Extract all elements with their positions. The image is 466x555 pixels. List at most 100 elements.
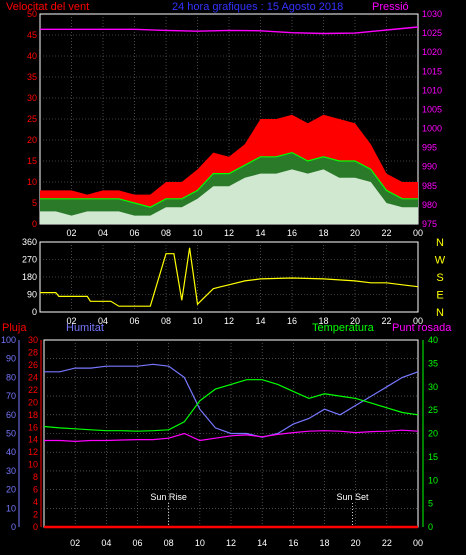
x-tick-label: 12 <box>224 228 234 238</box>
humidity-y-tick: 100 <box>1 335 16 345</box>
x-tick-label: 08 <box>161 228 171 238</box>
wind-y-tick: 10 <box>27 177 37 187</box>
rain-y-tick: 24 <box>28 372 38 382</box>
wind-y-tick: 40 <box>27 51 37 61</box>
wind-y-tick: 0 <box>32 219 37 229</box>
sun-event-label: Sun Set <box>337 492 370 502</box>
pressure-y-tick: 995 <box>422 143 437 153</box>
wind-y-tick: 25 <box>27 114 37 124</box>
x-tick-label: 08 <box>164 538 174 548</box>
temperature-line <box>43 379 419 432</box>
x-tick-label: 08 <box>161 316 171 326</box>
x-tick-label: 16 <box>288 538 298 548</box>
rain-y-tick: 30 <box>28 335 38 345</box>
humidity-y-tick: 0 <box>11 522 16 532</box>
x-tick-label: 10 <box>192 316 202 326</box>
x-tick-label: 18 <box>318 316 328 326</box>
humidity-label: Humitat <box>66 322 104 334</box>
humidity-y-tick: 60 <box>6 410 16 420</box>
pressure-y-tick: 985 <box>422 181 437 191</box>
humidity-y-tick: 70 <box>6 391 16 401</box>
wind-y-tick: 35 <box>27 72 37 82</box>
x-tick-label: 22 <box>382 538 392 548</box>
pressure-y-tick: 1020 <box>422 47 442 57</box>
compass-label: W <box>435 255 446 267</box>
compass-label: N <box>436 237 444 249</box>
dewpoint-line <box>44 429 419 443</box>
rain-y-tick: 6 <box>33 485 38 495</box>
pressure-y-tick: 1000 <box>422 124 442 134</box>
x-tick-label: 16 <box>287 316 297 326</box>
rain-y-tick: 2 <box>33 510 38 520</box>
compass-label: E <box>436 290 443 302</box>
temperature-y-tick: 20 <box>428 429 438 439</box>
humidity-y-tick: 10 <box>6 503 16 513</box>
x-tick-label: 18 <box>319 538 329 548</box>
x-tick-label: 06 <box>129 316 139 326</box>
x-tick-label: 04 <box>101 538 111 548</box>
wind-average-line <box>40 151 418 208</box>
rain-y-tick: 20 <box>28 397 38 407</box>
x-tick-label: 10 <box>192 228 202 238</box>
temperature-y-tick: 30 <box>428 382 438 392</box>
chart-title: 24 hora grafiques : 15 Agosto 2018 <box>172 1 343 13</box>
temperature-label: Temperatura <box>312 322 375 334</box>
wind-y-tick: 15 <box>27 156 37 166</box>
x-tick-label: 20 <box>350 228 360 238</box>
pressure-y-tick: 1030 <box>422 9 442 19</box>
x-tick-label: 22 <box>381 316 391 326</box>
x-tick-label: 20 <box>351 538 361 548</box>
wind-y-tick: 5 <box>32 198 37 208</box>
sun-event-label: Sun Rise <box>150 492 187 502</box>
wind-speed-area <box>40 169 418 224</box>
humidity-y-tick: 80 <box>6 372 16 382</box>
x-tick-label: 14 <box>255 316 265 326</box>
pressure-y-tick: 990 <box>422 162 437 172</box>
x-tick-label: 12 <box>224 316 234 326</box>
x-tick-label: 10 <box>195 538 205 548</box>
x-tick-label: 00 <box>413 228 423 238</box>
compass-label: N <box>436 307 444 319</box>
wind-y-tick: 45 <box>27 30 37 40</box>
x-tick-label: 04 <box>98 228 108 238</box>
pressure-y-tick: 1005 <box>422 104 442 114</box>
temperature-y-tick: 10 <box>428 475 438 485</box>
rain-y-tick: 10 <box>28 460 38 470</box>
pressure-y-tick: 1010 <box>422 85 442 95</box>
x-tick-label: 02 <box>66 316 76 326</box>
rain-y-tick: 12 <box>28 447 38 457</box>
wind-speed-label: Velocitat del vent <box>6 1 89 13</box>
direction-y-tick: 270 <box>22 255 37 265</box>
humidity-y-tick: 50 <box>6 429 16 439</box>
pressure-y-tick: 975 <box>422 219 437 229</box>
x-tick-label: 14 <box>255 228 265 238</box>
rain-y-tick: 0 <box>33 522 38 532</box>
x-tick-label: 00 <box>413 316 423 326</box>
direction-y-tick: 0 <box>32 307 37 317</box>
rain-y-tick: 22 <box>28 385 38 395</box>
rain-label: Pluja <box>2 322 27 334</box>
dewpoint-label: Punt rosada <box>392 322 452 334</box>
temperature-y-tick: 40 <box>428 335 438 345</box>
temperature-y-tick: 15 <box>428 452 438 462</box>
wind-y-tick: 50 <box>27 9 37 19</box>
x-tick-label: 16 <box>287 228 297 238</box>
humidity-y-tick: 30 <box>6 466 16 476</box>
temperature-y-tick: 25 <box>428 405 438 415</box>
humidity-y-tick: 40 <box>6 447 16 457</box>
pressure-y-tick: 1025 <box>422 28 442 38</box>
humidity-y-tick: 20 <box>6 485 16 495</box>
wind-direction-line <box>40 247 419 307</box>
rain-y-tick: 4 <box>33 497 38 507</box>
direction-y-tick: 90 <box>27 290 37 300</box>
humidity-line <box>44 363 419 438</box>
x-tick-label: 22 <box>381 228 391 238</box>
rain-y-tick: 8 <box>33 472 38 482</box>
x-tick-label: 00 <box>413 538 423 548</box>
x-tick-label: 04 <box>98 316 108 326</box>
rain-y-tick: 26 <box>28 360 38 370</box>
rain-y-tick: 18 <box>28 410 38 420</box>
x-tick-label: 12 <box>226 538 236 548</box>
pressure-label: Pressió <box>372 1 409 13</box>
